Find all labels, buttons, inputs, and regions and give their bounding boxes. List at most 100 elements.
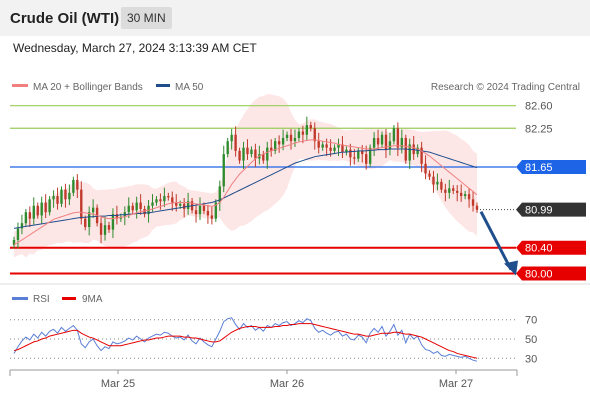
level-label-4: 80.40: [525, 243, 553, 255]
legend-ma50: MA 50: [156, 82, 204, 93]
candle-body: [452, 188, 455, 191]
candle-body: [277, 141, 281, 145]
candle-body: [337, 144, 340, 148]
candle-body: [131, 205, 134, 211]
timeframe-button[interactable]: 30 MIN: [121, 7, 172, 29]
level-label-0: 82.60: [525, 101, 553, 113]
x-tick-label-0: Mar 25: [101, 378, 135, 390]
candle-body: [428, 173, 431, 177]
candle-body: [424, 163, 427, 174]
projection-arrow-head: [504, 260, 518, 276]
candle-body: [16, 228, 20, 240]
candle-body: [456, 190, 459, 193]
level-label-3: 80.99: [525, 205, 553, 217]
candle-body: [357, 150, 360, 159]
candle-body: [20, 223, 24, 229]
rsi-tick-70: 70: [525, 315, 537, 327]
candle-body: [99, 223, 103, 235]
candle-body: [317, 141, 320, 148]
candle-body: [175, 202, 178, 206]
candle-body: [416, 147, 419, 155]
candle-body: [471, 199, 475, 206]
candle-body: [353, 157, 356, 159]
candle-body: [72, 179, 75, 193]
candle-body: [349, 149, 352, 158]
candle-body: [44, 202, 47, 213]
candle-body: [182, 203, 186, 209]
credit-label: Research © 2024 Trading Central: [431, 82, 580, 93]
ma50-legend-swatch: [156, 84, 170, 87]
ma20-legend-swatch: [12, 84, 28, 87]
candle-body: [475, 205, 479, 210]
candle-body: [242, 147, 245, 161]
rsi-legend-label: RSI: [33, 294, 50, 305]
candle-body: [103, 225, 107, 235]
candle-body: [400, 137, 403, 148]
candle-body: [28, 212, 32, 219]
candle-body: [368, 147, 372, 164]
candle-body: [210, 215, 214, 219]
candle-body: [64, 189, 67, 200]
ma50-legend-label: MA 50: [175, 82, 204, 93]
candle-body: [388, 141, 392, 150]
candle-body: [313, 128, 316, 142]
candle-body: [333, 147, 336, 151]
level-label-2: 81.65: [525, 162, 553, 174]
candle-body: [60, 189, 63, 204]
bollinger-band: [14, 94, 477, 258]
candle-body: [52, 196, 55, 200]
ma20-line: [13, 139, 478, 245]
candle-body: [246, 147, 249, 155]
candle-body: [396, 128, 400, 148]
candle-body: [270, 147, 273, 151]
candle-body: [115, 214, 119, 219]
candle-body: [372, 137, 376, 148]
candle-body: [151, 202, 154, 206]
candle-body: [206, 210, 210, 216]
candle-body: [226, 141, 229, 155]
candle-body: [392, 128, 396, 142]
candle-body: [361, 150, 364, 155]
candle-body: [127, 205, 130, 213]
candle-body: [218, 186, 221, 203]
candle-body: [459, 192, 463, 197]
candle-body: [432, 176, 435, 185]
candle-body: [463, 194, 467, 197]
legend-ma9: 9MA: [62, 294, 103, 305]
candle-body: [254, 149, 257, 159]
candle-body: [111, 214, 115, 230]
candle-body: [281, 137, 285, 145]
candle-body: [325, 144, 328, 148]
candle-body: [345, 149, 348, 153]
rsi-legend-swatch: [12, 297, 28, 300]
ma20-legend-label: MA 20 + Bollinger Bands: [33, 82, 143, 93]
rsi-tick-50: 50: [525, 334, 537, 346]
legend-ma20: MA 20 + Bollinger Bands: [12, 82, 143, 93]
x-tick-label-1: Mar 26: [270, 378, 304, 390]
candle-body: [163, 196, 166, 202]
candle-body: [202, 205, 206, 211]
candle-body: [88, 212, 91, 228]
candle-body: [135, 202, 138, 211]
legend-rsi: RSI: [12, 294, 50, 305]
candle-body: [262, 154, 265, 161]
candle-body: [309, 125, 312, 129]
candle-body: [32, 205, 35, 219]
candle-body: [230, 134, 233, 142]
candle-body: [467, 194, 471, 200]
candle-body: [84, 218, 87, 228]
candle-body: [273, 141, 277, 151]
candle-body: [365, 154, 368, 164]
candle-body: [408, 144, 411, 161]
candle-body: [341, 144, 344, 153]
instrument-title: Crude Oil (WTI): [10, 10, 120, 27]
candle-body: [444, 189, 447, 193]
candle-body: [384, 134, 388, 150]
candle-body: [321, 144, 324, 148]
ma9-legend-swatch: [62, 297, 76, 300]
candle-body: [167, 196, 170, 198]
candle-body: [440, 181, 443, 190]
candle-body: [222, 154, 225, 187]
level-label-1: 82.25: [525, 123, 553, 135]
candle-body: [76, 179, 79, 190]
